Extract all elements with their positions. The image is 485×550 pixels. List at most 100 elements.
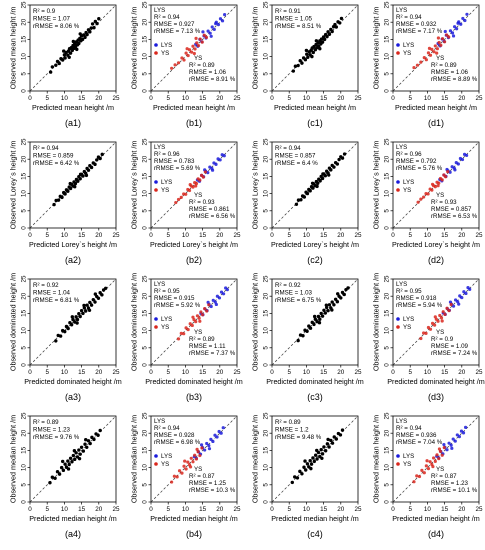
data-point xyxy=(339,16,344,21)
ys-data-point xyxy=(188,183,192,187)
x-tick-label: 5 xyxy=(45,506,49,513)
ys-data-point xyxy=(185,47,189,51)
ys-data-point xyxy=(198,319,202,323)
x-axis-label: Predicted median height /m xyxy=(150,514,238,523)
data-point xyxy=(308,189,312,193)
ys-data-point xyxy=(433,44,437,48)
lys-data-point xyxy=(457,302,461,306)
ys-data-point xyxy=(204,35,208,39)
data-point xyxy=(88,30,92,34)
data-point xyxy=(87,308,92,313)
lys-rrmse-text: rRMSE = 7.04 % xyxy=(396,439,443,446)
lys-data-point xyxy=(449,443,453,447)
ys-rmse-text: RMSE = 0.857 xyxy=(431,206,472,213)
data-point xyxy=(63,192,67,196)
data-point xyxy=(77,41,81,46)
data-point xyxy=(69,323,74,327)
y-tick-label: 0 xyxy=(263,226,270,230)
x-tick-label: 10 xyxy=(303,232,311,239)
ys-data-point xyxy=(193,47,197,51)
data-point xyxy=(313,453,318,457)
ys-stats-label: YS xyxy=(436,329,444,336)
ys-stats-label: YS xyxy=(436,466,444,473)
x-axis-label: Predicted dominated height /m xyxy=(387,377,485,386)
y-tick-label: 20 xyxy=(142,429,149,437)
y-tick-label: 5 xyxy=(21,483,28,487)
data-point xyxy=(336,292,340,296)
x-tick-label: 25 xyxy=(112,95,120,102)
data-point xyxy=(59,465,64,470)
x-tick-label: 15 xyxy=(320,232,328,239)
y-tick-label: 5 xyxy=(142,72,149,76)
ys-data-point xyxy=(205,309,209,313)
data-point xyxy=(73,185,77,189)
lys-data-point xyxy=(225,288,229,292)
ys-data-point xyxy=(182,58,186,62)
ys-data-point xyxy=(191,460,195,464)
data-point xyxy=(48,481,52,485)
ys-data-point xyxy=(419,197,423,201)
ys-data-point xyxy=(189,50,194,54)
data-point xyxy=(310,54,314,59)
panel-label: (a2) xyxy=(65,255,81,265)
one-to-one-line xyxy=(392,141,480,229)
y-tick-label: 15 xyxy=(21,172,28,180)
data-point xyxy=(92,437,96,442)
ys-data-point xyxy=(433,315,437,319)
ys-stats-label: YS xyxy=(194,329,202,336)
data-point xyxy=(340,428,345,432)
data-point xyxy=(326,437,330,442)
data-point xyxy=(312,322,316,327)
ys-data-point xyxy=(412,480,416,484)
lys-rrmse-text: rRMSE = 7.17 % xyxy=(396,28,443,35)
y-tick-label: 0 xyxy=(21,89,28,93)
x-tick-label: 10 xyxy=(182,369,190,376)
data-point xyxy=(342,292,346,297)
ys-data-point xyxy=(431,464,435,469)
lys-data-point xyxy=(460,295,464,300)
legend-ys-marker xyxy=(154,325,158,329)
lys-data-point xyxy=(209,34,213,38)
x-tick-label: 10 xyxy=(424,95,432,102)
ys-data-point xyxy=(184,467,188,471)
data-point xyxy=(322,37,327,42)
y-axis-label: Observed mean height /m xyxy=(251,7,260,90)
y-axis-label: Observed Lorey`s height /m xyxy=(130,141,139,230)
x-axis-label: Predicted mean height /m xyxy=(153,103,235,112)
ys-data-point xyxy=(438,449,443,454)
data-point xyxy=(323,174,328,178)
x-tick-label: 15 xyxy=(78,95,86,102)
ys-rrmse-text: rRMSE = 6.53 % xyxy=(431,213,478,220)
ys-data-point xyxy=(440,37,445,41)
legend-ys-marker xyxy=(154,188,158,192)
y-tick-label: 15 xyxy=(142,309,149,317)
legend-lys-label: LYS xyxy=(403,453,414,460)
panel-label: (b3) xyxy=(186,392,202,402)
y-tick-label: 0 xyxy=(384,500,391,504)
data-point xyxy=(54,339,58,343)
lys-data-point xyxy=(217,296,222,300)
legend-ys-label: YS xyxy=(161,50,169,57)
ys-data-point xyxy=(436,319,440,323)
lys-r2-text: R² = 0.96 xyxy=(396,151,422,158)
x-tick-label: 0 xyxy=(391,369,395,376)
x-tick-label: 0 xyxy=(391,232,395,239)
y-tick-label: 5 xyxy=(142,346,149,350)
data-point xyxy=(72,449,77,453)
y-axis-label: Observed dominated height /m xyxy=(372,273,381,371)
ys-data-point xyxy=(447,309,451,313)
data-point xyxy=(327,32,332,36)
x-tick-label: 5 xyxy=(408,369,412,376)
data-point xyxy=(321,172,325,176)
x-tick-label: 20 xyxy=(95,369,103,376)
lys-rrmse-text: rRMSE = 5.69 % xyxy=(154,165,201,172)
ys-data-point xyxy=(179,195,183,199)
y-tick-label: 15 xyxy=(384,172,391,180)
ys-data-point xyxy=(433,459,437,464)
lys-r2-text: R² = 0.94 xyxy=(154,425,180,432)
data-point xyxy=(335,300,340,304)
data-point xyxy=(330,300,334,304)
ys-data-point xyxy=(420,468,424,472)
ys-data-point xyxy=(415,474,419,478)
